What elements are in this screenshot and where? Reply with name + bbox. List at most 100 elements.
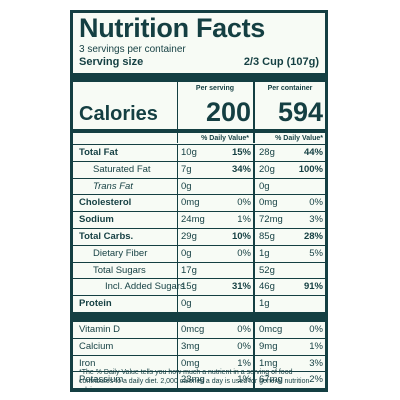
nutrients-container-dv: 44% [303,147,323,158]
nutrients-name: Cholesterol [79,197,132,209]
nutrients-container-amount: 52g [259,264,275,276]
nutrients-container-amount: 72mg [259,214,283,226]
vitamins-name: Vitamin D [79,324,121,335]
nutrients-serving-amount: 24mg [181,214,205,226]
nutrients-container-dv: 5% [309,247,323,259]
nutrients-row-line [73,194,325,196]
vitamins-row-line [73,337,325,339]
nutrients-name: Saturated Fat [93,163,151,175]
per-serving-header: Per serving [195,85,235,92]
nutrients-container-amount: 20g [259,163,275,175]
vitamins-div2 [253,321,255,389]
nutrients-row-line [73,244,325,246]
vitamins-container-amount: 67mg [259,374,283,386]
nutrients-container-amount: 0mg [259,197,278,209]
vitamins-serving-amount: 23mg [181,374,205,386]
vitamins-serving-dv: 1% [237,357,251,369]
nutrients-serving-amount: 0g [181,247,192,259]
nutrients-name: Total Fat [79,147,118,158]
thick-divider-vitamins [73,312,325,321]
calories-per-container: 594 [277,97,323,127]
nutrients-container-amount: 85g [259,231,275,242]
nutrients-div1 [177,144,178,312]
nutrients-name: Total Carbs. [79,231,134,242]
nutrients-name: Total Sugars [93,264,146,276]
nutrients-serving-dv: 0% [237,197,251,209]
nutrients-row-line [73,211,325,213]
vitamins-container-amount: 9mg [259,340,278,352]
vitamins-container-dv: 1% [309,340,323,352]
dv-header-serving: % Daily Value* [201,135,249,142]
nutrients-container-dv: 91% [303,281,323,293]
nutrients-container-dv: 100% [298,163,323,175]
nutrients-name: Dietary Fiber [93,247,148,259]
nutrients-serving-dv: 15% [231,147,251,158]
nutrients-name: Protein [79,298,112,310]
nutrients-div2 [253,144,255,312]
per-container-header: Per container [267,85,313,92]
servings-per-container: 3 servings per container [79,44,186,55]
nutrients-serving-dv: 0% [237,247,251,259]
dv-header-container: % Daily Value* [275,135,323,142]
nutrients-serving-amount: 10g [181,147,197,158]
nutrients-row-line [73,278,325,280]
vitamins-container-amount: 1mg [259,357,278,369]
vitamins-serving-amount: 3mg [181,340,200,352]
thick-divider-top [73,73,325,82]
vitamins-row-line [73,371,325,373]
nutrients-serving-amount: 29g [181,231,197,242]
vitamins-row-line [73,354,325,356]
vitamins-serving-amount: 0mg [181,357,200,369]
serving-size-label: Serving size [79,56,144,68]
label-title: Nutrition Facts [79,13,266,43]
vitamins-serving-dv: 0% [237,324,251,335]
vitamins-name: Iron [79,357,96,369]
vitamins-row-line [73,321,325,322]
nutrients-row-line [73,261,325,263]
nutrients-container-amount: 1g [259,298,270,310]
nutrients-row-line [73,160,325,162]
nutrients-container-amount: 28g [259,147,275,158]
thick-divider-calories [73,129,325,133]
vitamin-gap-div1 [177,312,178,321]
nutrients-serving-amount: 15g [181,281,197,293]
nutrients-row-line [73,144,325,145]
nutrients-serving-dv: 10% [231,231,251,242]
nutrients-row-line [73,295,325,297]
column-divider-container [253,82,255,143]
vitamins-serving-amount: 0mcg [181,324,205,335]
nutrients-name: Incl. Added Sugars [105,281,185,293]
vitamins-name: Potassium [79,374,124,386]
serving-size-value: 2/3 Cup (107g) [243,56,319,68]
nutrients-container-amount: 46g [259,281,275,293]
vitamins-div1 [177,321,178,389]
nutrients-row-line [73,177,325,179]
nutrients-container-dv: 0% [309,197,323,209]
divider-footnote [73,388,325,392]
vitamins-container-amount: 0mcg [259,324,283,335]
nutrients-serving-amount: 0mg [181,197,200,209]
calories-label: Calories [79,103,158,125]
nutrients-container-amount: 1g [259,247,270,259]
vitamins-container-dv: 2% [309,374,323,386]
vitamins-serving-dv: 0% [237,340,251,352]
nutrients-container-dv: 28% [303,231,323,242]
nutrients-row-line [73,228,325,229]
calories-per-serving: 200 [205,97,251,127]
nutrients-container-amount: 0g [259,180,270,192]
nutrition-facts-label: Nutrition Facts 3 servings per container… [70,10,328,394]
nutrients-serving-dv: 1% [237,214,251,226]
nutrients-serving-dv: 34% [231,163,251,175]
nutrients-serving-amount: 7g [181,163,192,175]
nutrients-serving-amount: 0g [181,180,192,192]
vitamins-serving-dv: 1% [237,374,251,386]
vitamins-container-dv: 0% [309,324,323,335]
vitamins-name: Calcium [79,340,114,352]
nutrients-name: Sodium [79,214,114,226]
vitamin-gap-div2 [253,312,255,321]
nutrients-serving-amount: 0g [181,298,192,310]
nutrients-serving-amount: 17g [181,264,197,276]
nutrients-name: Trans Fat [93,180,133,192]
nutrients-container-dv: 3% [309,214,323,226]
nutrients-serving-dv: 31% [231,281,251,293]
